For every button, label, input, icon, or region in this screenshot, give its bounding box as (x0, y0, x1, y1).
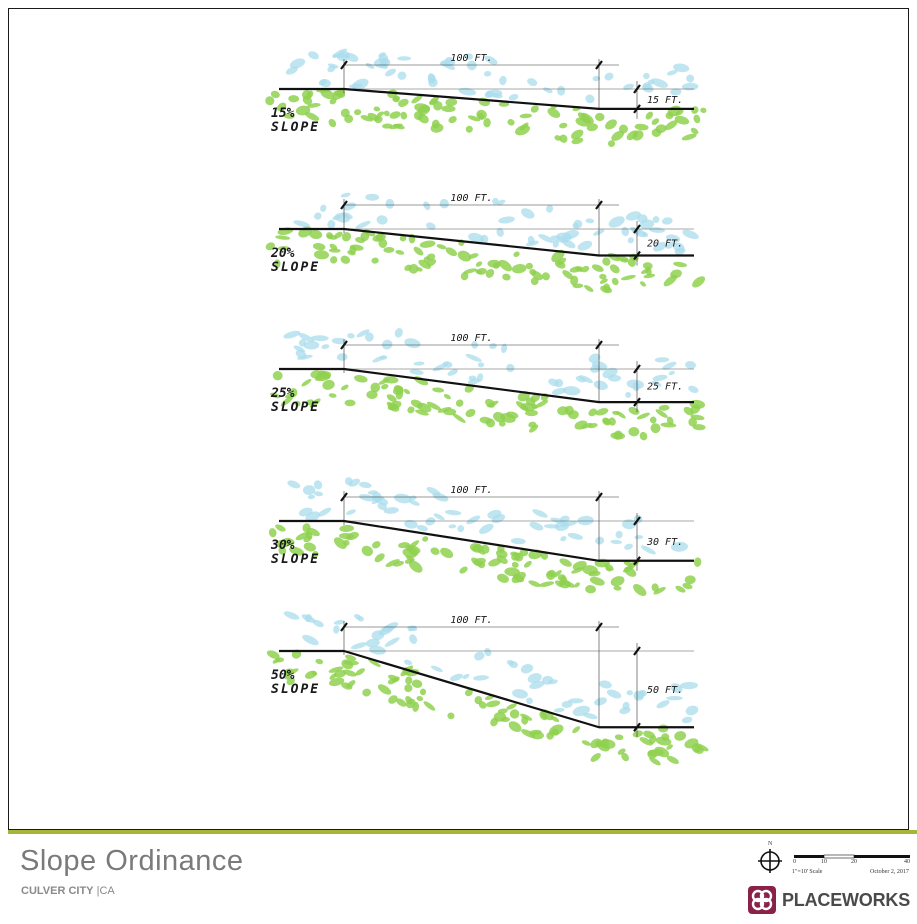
slope-word-label: SLOPE (271, 682, 320, 697)
dimension-tick (633, 646, 641, 656)
dimension-tick (595, 340, 603, 350)
run-label: 100 FT. (450, 485, 492, 496)
rise-label: 25 FT. (647, 382, 683, 393)
logo-icon (748, 886, 776, 914)
location-label: CULVER CITY |CA (21, 885, 115, 897)
scale-text: 1"=10' Scale (792, 869, 823, 875)
ground-profile (279, 519, 694, 562)
drawing-frame: 100 FT. 15 FT. 15% SLOPE 100 FT. 20 FT. 20% SLO… (8, 8, 909, 830)
run-label: 100 FT. (450, 615, 492, 626)
separator: | (96, 885, 100, 897)
slope-percent-label: 15% (271, 106, 295, 121)
slope-word-label: SLOPE (271, 400, 320, 415)
slope-percent-label: 50% (271, 668, 295, 683)
north-label: N (768, 841, 773, 847)
scale-tick: 10 (821, 859, 827, 865)
dimension-tick (633, 224, 641, 234)
ground-profile (279, 227, 694, 257)
rise-label: 50 FT. (647, 685, 683, 696)
dimension-tick (595, 200, 603, 210)
scale-tick: 20 (851, 859, 857, 865)
slope-section: 100 FT. 20 FT. 20%SLOPE (265, 192, 706, 294)
dimension-tick (633, 364, 641, 374)
run-label: 100 FT. (450, 333, 492, 344)
scale-tick: 0 (793, 859, 796, 865)
slope-percent-label: 30% (270, 538, 295, 553)
slope-section: 100 FT. 30 FT. 30%SLOPE (268, 477, 702, 596)
dimension-tick (340, 622, 348, 632)
city-label: CULVER CITY (21, 885, 94, 897)
rise-label: 15 FT. (647, 95, 683, 106)
dimension-tick (340, 200, 348, 210)
ground-profile (279, 87, 694, 110)
rise-label: 20 FT. (647, 238, 683, 249)
run-label: 100 FT. (450, 193, 492, 204)
slope-word-label: SLOPE (271, 552, 320, 567)
page-title: Slope Ordinance (20, 845, 244, 877)
slope-percent-label: 20% (270, 246, 295, 261)
dimension-tick (595, 60, 603, 70)
slope-word-label: SLOPE (271, 260, 320, 275)
footer-rule (8, 830, 917, 834)
date-label: October 2, 2017 (870, 869, 909, 875)
rise-label: 30 FT. (646, 537, 683, 548)
scale-tick: 40 (904, 859, 910, 865)
north-arrow-icon (758, 849, 910, 873)
slope-percent-label: 25% (270, 386, 295, 401)
ground-profile (279, 367, 694, 404)
slope-word-label: SLOPE (271, 120, 320, 135)
scale-bar: N 0 10 20 40 1"=10' Scale October 2, 201… (752, 841, 912, 883)
dimension-tick (340, 492, 348, 502)
dimension-tick (633, 516, 641, 526)
dimension-tick (633, 84, 641, 94)
slope-section: 100 FT. 25 FT. 25%SLOPE (269, 328, 706, 441)
slope-section: 100 FT. 15 FT. 15%SLOPE (265, 48, 707, 148)
ground-profile (279, 649, 694, 729)
dimension-tick (340, 340, 348, 350)
slope-section: 100 FT. 50 FT. 50%SLOPE (266, 611, 709, 766)
dimension-tick (595, 492, 603, 502)
run-label: 100 FT. (450, 53, 492, 64)
dimension-tick (340, 60, 348, 70)
state-label: CA (99, 885, 115, 897)
dimension-tick (595, 622, 603, 632)
placeworks-logo: PLACEWORKS (748, 885, 910, 915)
logo-text: PLACEWORKS (782, 889, 910, 910)
